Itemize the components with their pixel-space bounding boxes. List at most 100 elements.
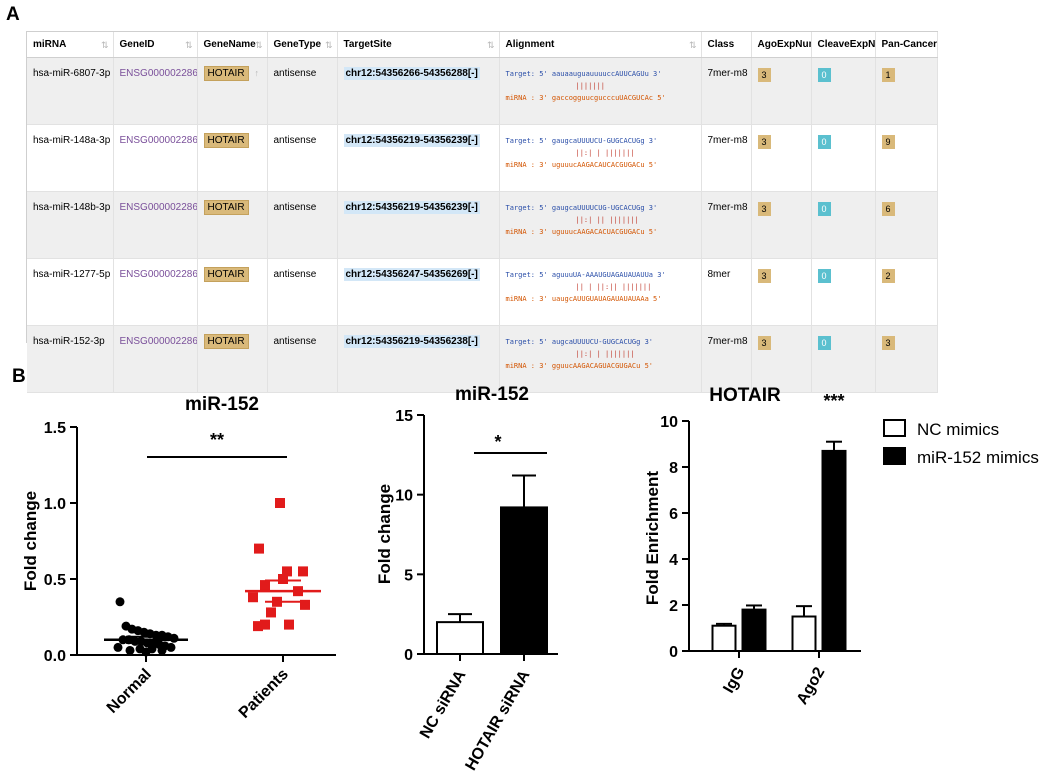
pan-cancer-badge: 6 (881, 202, 895, 216)
chart-title: miR-152 (455, 384, 529, 405)
data-point-normal (141, 647, 151, 657)
data-point-patients (254, 543, 264, 554)
cell-cleave-exp: 0 (811, 124, 876, 192)
data-point-patients (253, 621, 263, 632)
gene-id-link[interactable]: ENSG00000228630 (119, 336, 197, 347)
col-header-geneid[interactable]: GeneID ⇅ (113, 32, 198, 58)
ago-badge: 3 (757, 68, 771, 82)
bar-mir152-mimics (821, 449, 847, 653)
cell-pan-cancer: 3 (875, 325, 938, 393)
x-tick-label: HOTAIR siRNA (462, 667, 533, 772)
cell-gene-id[interactable]: ENSG00000228630 (113, 57, 198, 125)
data-point-patients (248, 592, 258, 603)
alignment-target: Target: 5' aguuuUA-AAAUGUAGAUAUAUUa 3' (505, 271, 666, 279)
col-header-genename[interactable]: GeneName ⇅ (197, 32, 268, 58)
cell-cleave-exp: 0 (811, 325, 876, 393)
col-header-agoexpnum[interactable]: AgoExpNum (751, 32, 812, 58)
y-tick-label: 0.0 (44, 648, 66, 665)
gene-name-badge: HOTAIR (203, 200, 249, 215)
cell-target-site: chr12:54356219-54356239[-] (337, 124, 500, 192)
col-header-cleaveexpnum[interactable]: CleaveExpNum (811, 32, 876, 58)
data-point-patients (275, 498, 285, 508)
cell-cleave-exp: 0 (811, 57, 876, 125)
cell-mirna: hsa-miR-148a-3p (27, 124, 114, 192)
y-tick-label: 8 (669, 460, 678, 477)
mirna-target-table: miRNA ⇅ GeneID ⇅ GeneName ⇅ GeneType ⇅ Targe… (26, 31, 938, 393)
target-site-badge: chr12:54356219-54356239[-] (343, 134, 480, 147)
alignment-mirna: miRNA : 3' uguuucAAGACACUACGUGACu 5' (505, 228, 658, 236)
col-header-class[interactable]: Class (701, 32, 752, 58)
chart-title: HOTAIR (709, 385, 781, 406)
col-header-alignment[interactable]: Alignment ⇅ (499, 32, 702, 58)
gene-id-link[interactable]: ENSG00000228630 (119, 68, 197, 79)
cell-ago-exp: 3 (751, 124, 812, 192)
col-header-mirna[interactable]: miRNA ⇅ (27, 32, 114, 58)
cell-gene-id[interactable]: ENSG00000228630 (113, 191, 198, 259)
table-row[interactable]: hsa-miR-152-3p ENSG00000228630 HOTAIR antis… (27, 325, 938, 393)
ago-badge: 3 (757, 336, 771, 350)
cell-alignment: Target: 5' augcaUUUUCU-GUGCACUGg 3' ||:| … (499, 325, 702, 393)
gene-name-badge: HOTAIR (203, 133, 249, 148)
alignment-bars: || | ||:|| ||||||| (575, 283, 652, 291)
bar-hotair-sirna (500, 506, 548, 655)
cell-class: 8mer (701, 258, 752, 326)
sort-icon[interactable]: ⇅ (324, 40, 333, 50)
sort-icon[interactable]: ⇅ (688, 40, 697, 50)
pan-cancer-badge: 1 (881, 68, 895, 82)
cleave-badge: 0 (817, 135, 831, 149)
sort-icon[interactable]: ⇅ (184, 40, 193, 50)
cell-pan-cancer: 6 (875, 191, 938, 259)
data-point-patients (260, 580, 270, 591)
bar-nc-mimics (711, 624, 737, 652)
cell-target-site: chr12:54356266-54356288[-] (337, 57, 500, 125)
cell-gene-name: HOTAIR (197, 191, 268, 259)
cell-target-site: chr12:54356219-54356239[-] (337, 191, 500, 259)
pan-cancer-badge: 2 (881, 269, 895, 283)
cell-class: 7mer-m8 (701, 57, 752, 125)
x-tick-label: NC siRNA (417, 667, 470, 741)
gene-id-link[interactable]: ENSG00000228630 (119, 269, 197, 280)
cleave-badge: 0 (817, 269, 831, 283)
alignment-mirna: miRNA : 3' gguucAAGACAGUACGUGACu 5' (505, 362, 654, 370)
col-header-genetype[interactable]: GeneType ⇅ (267, 32, 338, 58)
cell-gene-id[interactable]: ENSG00000228630 (113, 325, 198, 393)
gene-id-link[interactable]: ENSG00000228630 (119, 202, 197, 213)
cell-ago-exp: 3 (751, 258, 812, 326)
table-row[interactable]: hsa-miR-148a-3p ENSG00000228630 HOTAIR anti… (27, 124, 938, 192)
cell-gene-id[interactable]: ENSG00000228630 (113, 124, 198, 192)
legend-label-mir152-mimics: miR-152 mimics (917, 448, 1039, 467)
col-header-targetsite[interactable]: TargetSite ⇅ (337, 32, 500, 58)
alignment-bars: ||||||| (575, 82, 606, 90)
sort-icon[interactable]: ⇅ (100, 40, 109, 50)
gene-name-badge: HOTAIR (203, 334, 249, 349)
cell-class: 7mer-m8 (701, 191, 752, 259)
sort-icon[interactable]: ⇅ (486, 40, 495, 50)
cell-gene-id[interactable]: ENSG00000228630 (113, 258, 198, 326)
cell-mirna: hsa-miR-148b-3p (27, 191, 114, 259)
cell-pan-cancer: 9 (875, 124, 938, 192)
cell-ago-exp: 3 (751, 191, 812, 259)
sort-arrow-icon: ↑ (254, 68, 260, 78)
table-row[interactable]: hsa-miR-6807-3p ENSG00000228630 HOTAIR ↑ ant… (27, 57, 938, 125)
alignment-target: Target: 5' gaugcaUUUUCU-GUGCACUGg 3' (505, 137, 658, 145)
pan-cancer-badge: 9 (881, 135, 895, 149)
data-point-normal (113, 642, 123, 652)
bar-nc-mimics (791, 615, 817, 652)
data-point-patients (278, 574, 288, 584)
sort-icon[interactable]: ⇅ (254, 40, 263, 50)
cell-gene-type: antisense (267, 258, 338, 326)
gene-id-link[interactable]: ENSG00000228630 (119, 135, 197, 146)
ago-badge: 3 (757, 135, 771, 149)
data-point-patients (260, 619, 270, 630)
data-point-normal (169, 633, 179, 643)
y-tick-label: 4 (669, 552, 678, 569)
cleave-badge: 0 (817, 202, 831, 216)
y-tick-label: 0 (404, 647, 413, 664)
y-tick-label: 0 (669, 644, 678, 661)
col-header-pancancer[interactable]: Pan-Cancer (875, 32, 938, 58)
table-row[interactable]: hsa-miR-148b-3p ENSG00000228630 HOTAIR anti… (27, 191, 938, 259)
x-tick-label: Normal (104, 666, 155, 717)
x-tick-label: Patients (236, 666, 292, 722)
y-tick-label: 10 (395, 488, 413, 505)
table-row[interactable]: hsa-miR-1277-5p ENSG00000228630 HOTAIR anti… (27, 258, 938, 326)
